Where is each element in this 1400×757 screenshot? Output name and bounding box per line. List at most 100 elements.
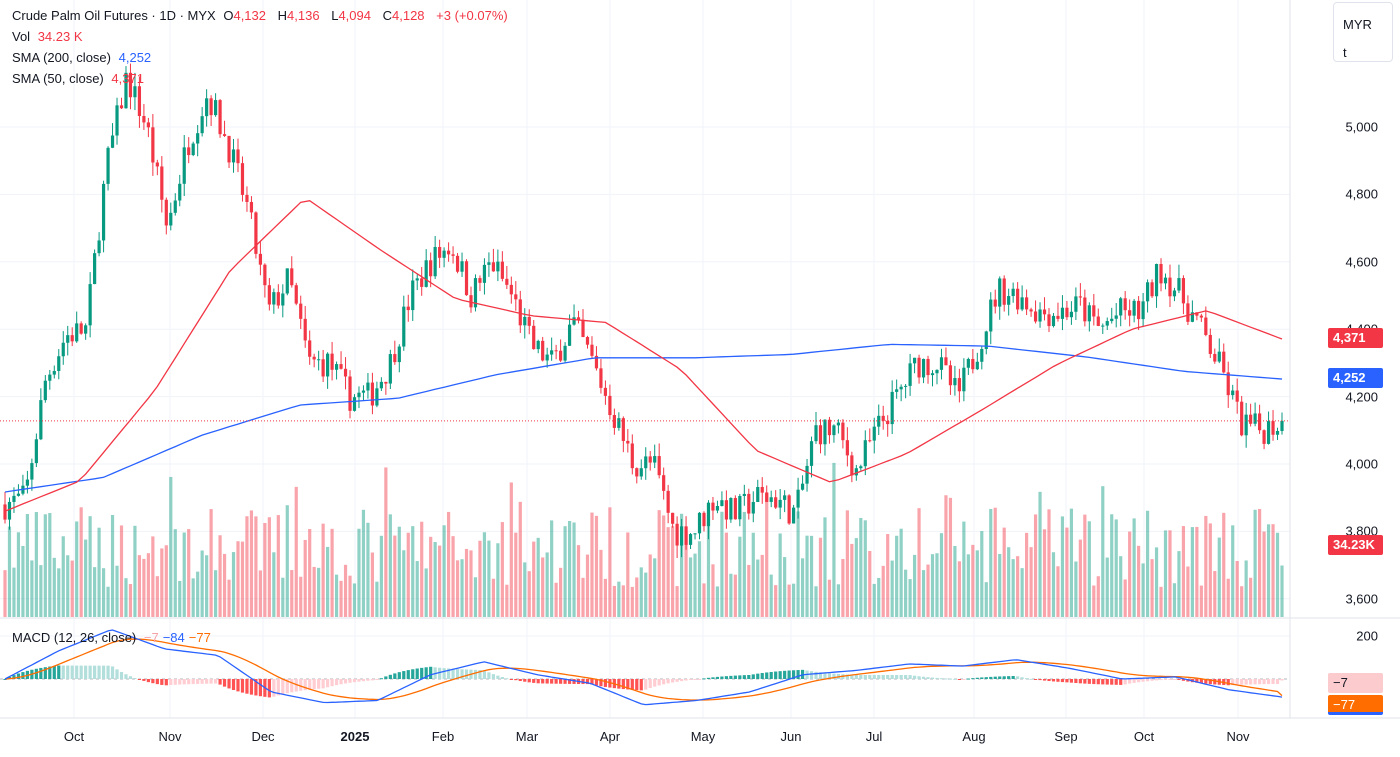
candle-body	[536, 340, 540, 350]
candle-body	[585, 337, 590, 345]
candle-body	[3, 504, 7, 520]
macd-hist-bar	[957, 679, 961, 680]
volume-tag: 34.23K	[1328, 535, 1383, 555]
candle-body	[222, 134, 227, 136]
candle-body	[796, 489, 800, 508]
volume-bar	[1092, 585, 1096, 617]
macd-hist-bar	[1137, 679, 1141, 683]
candle-body	[809, 441, 814, 466]
volume-bar	[1110, 514, 1114, 617]
macd-hist-bar	[438, 667, 442, 679]
price-axis-label: 5,000	[1345, 119, 1378, 135]
candle-body	[446, 250, 451, 255]
candle-body	[438, 246, 442, 258]
volume-bar	[1195, 526, 1199, 617]
macd-hist-bar	[1096, 679, 1100, 685]
macd-hist-bar	[863, 674, 867, 679]
macd-hist-bar	[904, 674, 908, 679]
volume-bar	[110, 514, 115, 617]
macd-hist-bar	[572, 679, 576, 684]
candle-body	[895, 389, 899, 392]
macd-hist-bar	[151, 679, 155, 684]
macd-hist-bar	[845, 674, 849, 679]
volume-bar	[402, 550, 406, 617]
macd-hist-bar	[1092, 679, 1096, 685]
candle-body	[505, 278, 509, 285]
volume-bar	[231, 552, 236, 617]
candle-body	[953, 378, 957, 386]
volume-bar	[52, 557, 56, 617]
macd-hist-bar	[769, 671, 773, 679]
candle-body	[612, 415, 616, 428]
candle-body	[402, 306, 406, 347]
macd-hist-bar	[267, 679, 271, 698]
volume-bar	[980, 531, 984, 617]
volume-bar	[146, 553, 150, 617]
volume-bar	[926, 564, 930, 617]
candle-body	[706, 502, 711, 527]
currency-unit-button[interactable]: MYR t	[1333, 2, 1393, 62]
macd-legend[interactable]: MACD (12, 26, close) −7 −84 −77	[12, 627, 215, 648]
symbol-title[interactable]: Crude Palm Oil Futures · 1D · MYX	[12, 8, 216, 23]
macd-hist-bar	[1114, 679, 1118, 685]
macd-hist-bar	[482, 670, 487, 679]
volume-bar	[25, 514, 30, 617]
macd-hist-bar	[420, 667, 424, 679]
candle-body	[662, 475, 666, 491]
volume-bar	[339, 580, 343, 617]
macd-hist-bar	[97, 665, 101, 679]
volume-bar	[1186, 566, 1190, 617]
candle-body	[1195, 312, 1199, 316]
macd-hist-bar	[276, 679, 280, 696]
volume-bar	[482, 532, 487, 617]
volume-bar	[352, 583, 357, 617]
macd-hist-bar	[1119, 679, 1123, 685]
volume-bar	[1240, 586, 1244, 617]
candle-body	[397, 346, 401, 363]
time-axis-label: Oct	[63, 729, 85, 744]
candle-body	[191, 143, 195, 156]
sma200-legend[interactable]: SMA (200, close) 4,252	[12, 47, 155, 68]
candle-body	[348, 376, 352, 411]
candle-body	[451, 254, 455, 256]
candle-body	[590, 344, 594, 356]
macd-hist-bar	[823, 672, 827, 679]
volume-bar	[415, 561, 419, 617]
volume-bar	[1007, 547, 1011, 617]
candle-body	[1025, 297, 1029, 310]
volume-value: 34.23 K	[37, 29, 83, 44]
candle-body	[187, 147, 191, 156]
candle-body	[258, 253, 262, 265]
candle-body	[980, 349, 984, 362]
volume-bar	[438, 545, 442, 617]
volume-bar	[823, 517, 827, 617]
macd-hist-bar	[742, 675, 746, 679]
candle-body	[169, 212, 173, 226]
volume-bar	[827, 579, 832, 617]
candle-body	[1249, 414, 1253, 424]
macd-hist-bar	[1154, 679, 1159, 681]
volume-bar	[370, 552, 375, 617]
macd-hist-bar	[899, 674, 903, 679]
candle-body	[97, 240, 101, 254]
macd-hist-bar	[352, 679, 357, 683]
volume-bar	[684, 531, 688, 617]
macd-hist-bar	[308, 679, 312, 690]
candle-body	[948, 365, 953, 386]
volume-bar	[724, 532, 728, 617]
macd-hist-bar	[962, 679, 966, 680]
macd-hist-bar	[473, 669, 478, 679]
sma50-legend[interactable]: SMA (50, close) 4,371	[12, 68, 148, 89]
candle-body	[792, 507, 796, 524]
macd-hist-bar	[1123, 679, 1127, 685]
volume-bar	[496, 543, 500, 617]
macd-hist-bar	[675, 679, 679, 682]
candle-body	[532, 325, 536, 350]
volume-legend[interactable]: Vol 34.23 K	[12, 26, 87, 47]
candle-body	[1275, 431, 1280, 435]
macd-hist-bar	[684, 679, 688, 681]
volume-bar	[729, 573, 733, 617]
candle-body	[872, 426, 876, 441]
candle-body	[164, 199, 168, 226]
